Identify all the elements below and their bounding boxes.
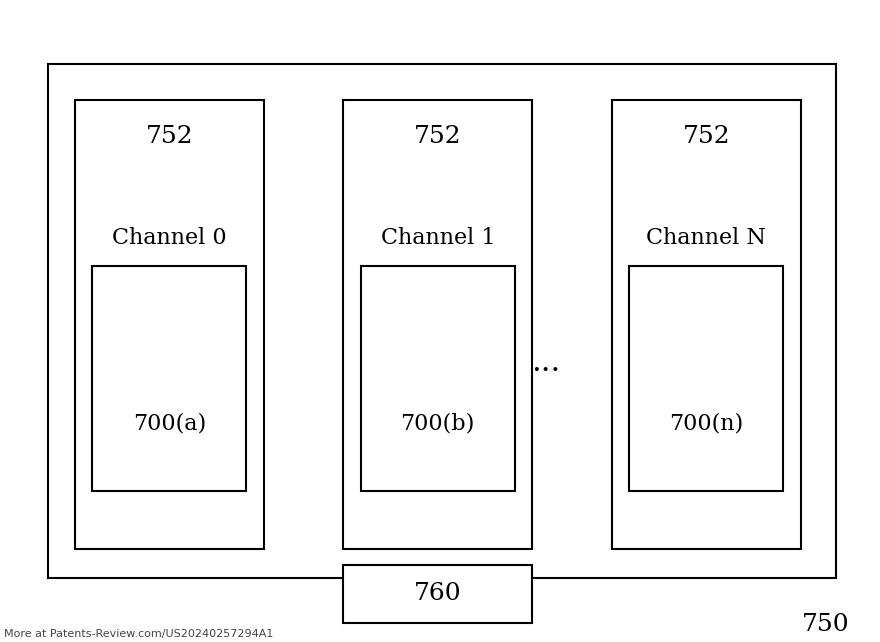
Text: 752: 752 xyxy=(145,125,194,148)
Text: Channel N: Channel N xyxy=(646,227,766,248)
Text: 760: 760 xyxy=(414,582,462,605)
Bar xyxy=(343,565,532,623)
Text: 752: 752 xyxy=(682,125,730,148)
Text: More at Patents-Review.com/US20240257294A1: More at Patents-Review.com/US20240257294… xyxy=(4,629,274,639)
Bar xyxy=(629,266,783,491)
Bar xyxy=(75,100,264,549)
Bar xyxy=(612,100,801,549)
Text: 750: 750 xyxy=(802,612,849,636)
Bar xyxy=(343,100,532,549)
Bar xyxy=(92,266,246,491)
Text: Channel 1: Channel 1 xyxy=(380,227,495,248)
Text: 752: 752 xyxy=(414,125,462,148)
Text: 700(n): 700(n) xyxy=(669,413,744,435)
Text: 700(a): 700(a) xyxy=(133,413,206,435)
Bar xyxy=(48,64,836,578)
Text: ...: ... xyxy=(531,347,561,378)
Text: Channel 0: Channel 0 xyxy=(112,227,227,248)
Text: 700(b): 700(b) xyxy=(400,413,475,435)
Bar xyxy=(361,266,515,491)
